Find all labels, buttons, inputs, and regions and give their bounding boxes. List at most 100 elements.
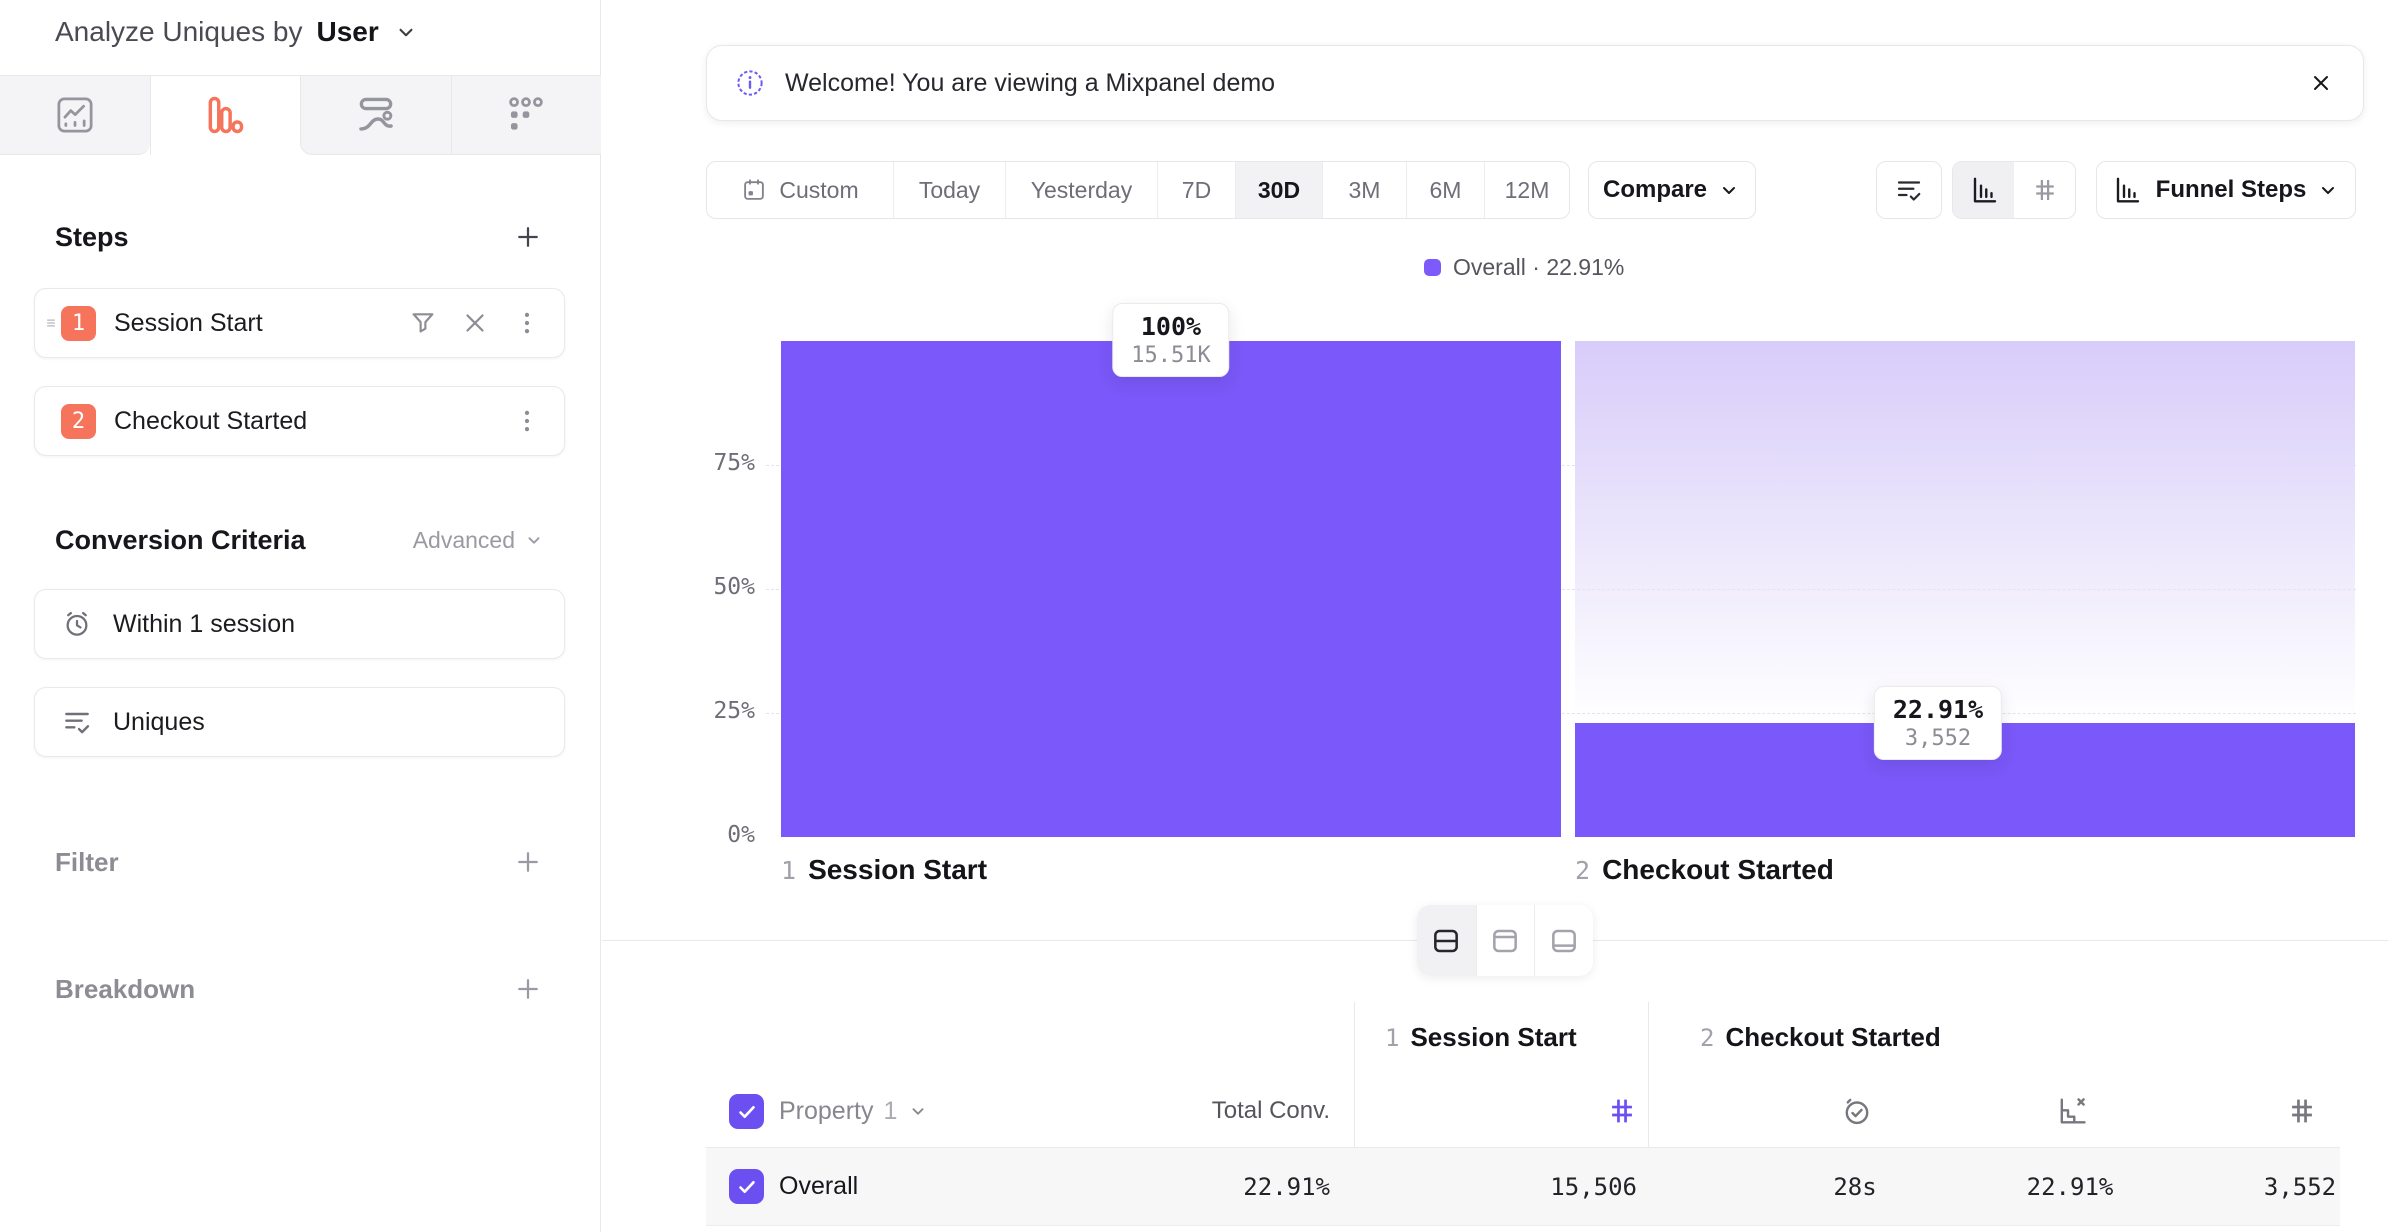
layout-top-panel[interactable] (1475, 905, 1535, 976)
legend-separator: · (1532, 254, 1540, 280)
tab-flows[interactable] (300, 76, 451, 155)
step-number-badge: 1 (61, 305, 96, 341)
date-range-yesterday[interactable]: Yesterday (1005, 162, 1157, 218)
list-check-icon (1894, 175, 1924, 205)
gridline-50 (766, 589, 2356, 590)
date-range-30d-selected[interactable]: 30D (1235, 162, 1322, 218)
welcome-banner: Welcome! You are viewing a Mixpanel demo (706, 45, 2364, 121)
tab-retention[interactable] (450, 76, 601, 155)
column-divider (1648, 1002, 1649, 1226)
remove-step-icon[interactable] (460, 308, 490, 338)
analyze-by-selector[interactable]: User (316, 16, 379, 47)
bar-value-label-1: 100% 15.51K (1112, 303, 1230, 377)
insights-icon (53, 93, 97, 137)
legend-series: Overall (1453, 254, 1526, 280)
chevron-down-icon (1717, 178, 1741, 202)
row-checkbox[interactable] (729, 1169, 764, 1204)
x-axis-label-1: 1 Session Start (781, 854, 987, 886)
tab-funnels[interactable] (149, 76, 300, 155)
bar-chart-toggle[interactable] (1953, 162, 2014, 218)
retention-icon (504, 93, 548, 137)
y-tick-75: 75% (713, 450, 755, 476)
date-range-today[interactable]: Today (893, 162, 1005, 218)
panel-layout-switcher (1417, 905, 1593, 976)
bar-count: 3,552 (1904, 726, 1972, 751)
step-number-badge: 2 (61, 403, 96, 439)
split-horizontal-icon (1430, 925, 1462, 957)
funnels-icon (203, 93, 247, 137)
advanced-label: Advanced (412, 526, 515, 553)
drag-handle-icon[interactable] (41, 289, 61, 357)
funnel-bar-session-start[interactable] (781, 341, 1561, 837)
flows-icon (354, 93, 398, 137)
add-step-button[interactable] (511, 220, 545, 254)
date-range-custom[interactable]: Custom (707, 162, 893, 218)
step2-conv-rate-value: 22.91% (2026, 1172, 2114, 1201)
bottom-panel-icon (1548, 925, 1580, 957)
metrics-list-button[interactable] (1876, 161, 1942, 219)
y-tick-25: 25% (713, 698, 755, 724)
step-name: Checkout Started (1725, 1022, 1941, 1052)
step-card-1[interactable]: 1 Session Start (34, 288, 565, 358)
date-range-3m[interactable]: 3M (1322, 162, 1406, 218)
hash-icon (1605, 1094, 1639, 1128)
funnel-dropoff-gradient (1575, 341, 2355, 723)
legend-item-overall[interactable]: Overall · 22.91% (1424, 254, 1624, 281)
date-range-12m[interactable]: 12M (1484, 162, 1569, 218)
filter-label: Filter (55, 846, 119, 877)
kebab-menu-icon[interactable] (512, 406, 542, 436)
chart-view-selector[interactable]: Funnel Steps (2096, 161, 2356, 219)
step2-conv-rate-metric[interactable] (2052, 1075, 2092, 1147)
date-range-control: Custom Today Yesterday 7D 30D 3M 6M 12M (706, 161, 1570, 219)
step-card-2[interactable]: 2 Checkout Started (34, 386, 565, 456)
value-display-toggle (1952, 161, 2076, 219)
top-panel-icon (1489, 925, 1521, 957)
conversion-window-card[interactable]: Within 1 session (34, 589, 565, 659)
kebab-menu-icon[interactable] (512, 308, 542, 338)
close-icon[interactable] (2303, 65, 2339, 101)
conversion-rate-chart-icon (2055, 1094, 2089, 1128)
add-breakdown-button[interactable] (511, 972, 545, 1006)
counting-method-card[interactable]: Uniques (34, 687, 565, 757)
step-name: Session Start (114, 308, 263, 337)
date-range-label: 6M (1429, 176, 1462, 203)
y-tick-50: 50% (713, 574, 755, 600)
step2-count-metric[interactable] (2282, 1075, 2322, 1147)
welcome-message: Welcome! You are viewing a Mixpanel demo (785, 68, 1276, 97)
step-number: 1 (781, 856, 797, 885)
info-icon (735, 68, 765, 98)
layout-bottom-panel[interactable] (1534, 905, 1593, 976)
select-all-checkbox[interactable] (729, 1094, 764, 1129)
funnel-chart-icon (2112, 175, 2142, 205)
date-range-label: 30D (1257, 176, 1301, 203)
step-actions (512, 406, 542, 436)
step1-count-metric[interactable] (1602, 1075, 1642, 1147)
total-conv-label: Total Conv. (1211, 1097, 1330, 1124)
breakdown-section-header: Breakdown (55, 967, 545, 1011)
number-toggle[interactable] (2014, 162, 2075, 218)
conversion-criteria-header: Conversion Criteria Advanced (55, 518, 545, 562)
table-row-overall: Overall 22.91% 15,506 28s 22.91% 3,552 (706, 1148, 2340, 1226)
date-range-7d[interactable]: 7D (1157, 162, 1235, 218)
property-index: 1 (883, 1096, 898, 1125)
date-range-6m[interactable]: 6M (1406, 162, 1484, 218)
bar-percent: 100% (1140, 312, 1202, 341)
y-tick-0: 0% (727, 822, 755, 848)
filter-icon[interactable] (408, 308, 438, 338)
list-check-icon (61, 706, 93, 738)
hash-icon (2030, 175, 2060, 205)
tab-insights[interactable] (0, 76, 150, 155)
step2-avg-time-metric[interactable] (1837, 1075, 1877, 1147)
advanced-toggle[interactable]: Advanced (413, 527, 545, 554)
report-main: Welcome! You are viewing a Mixpanel demo… (602, 0, 2388, 1232)
property-dropdown[interactable]: Property 1 (779, 1075, 929, 1147)
steps-section-header: Steps (55, 215, 545, 259)
layout-split-horizontal[interactable] (1417, 905, 1476, 976)
compare-button[interactable]: Compare (1588, 161, 1756, 219)
bar-chart-icon (1969, 175, 1999, 205)
add-filter-button[interactable] (511, 845, 545, 879)
bar-value-label-2: 22.91% 3,552 (1873, 686, 2003, 760)
property-label: Property (779, 1096, 874, 1125)
chevron-down-icon[interactable] (393, 19, 419, 45)
gridline-25 (766, 713, 2356, 714)
